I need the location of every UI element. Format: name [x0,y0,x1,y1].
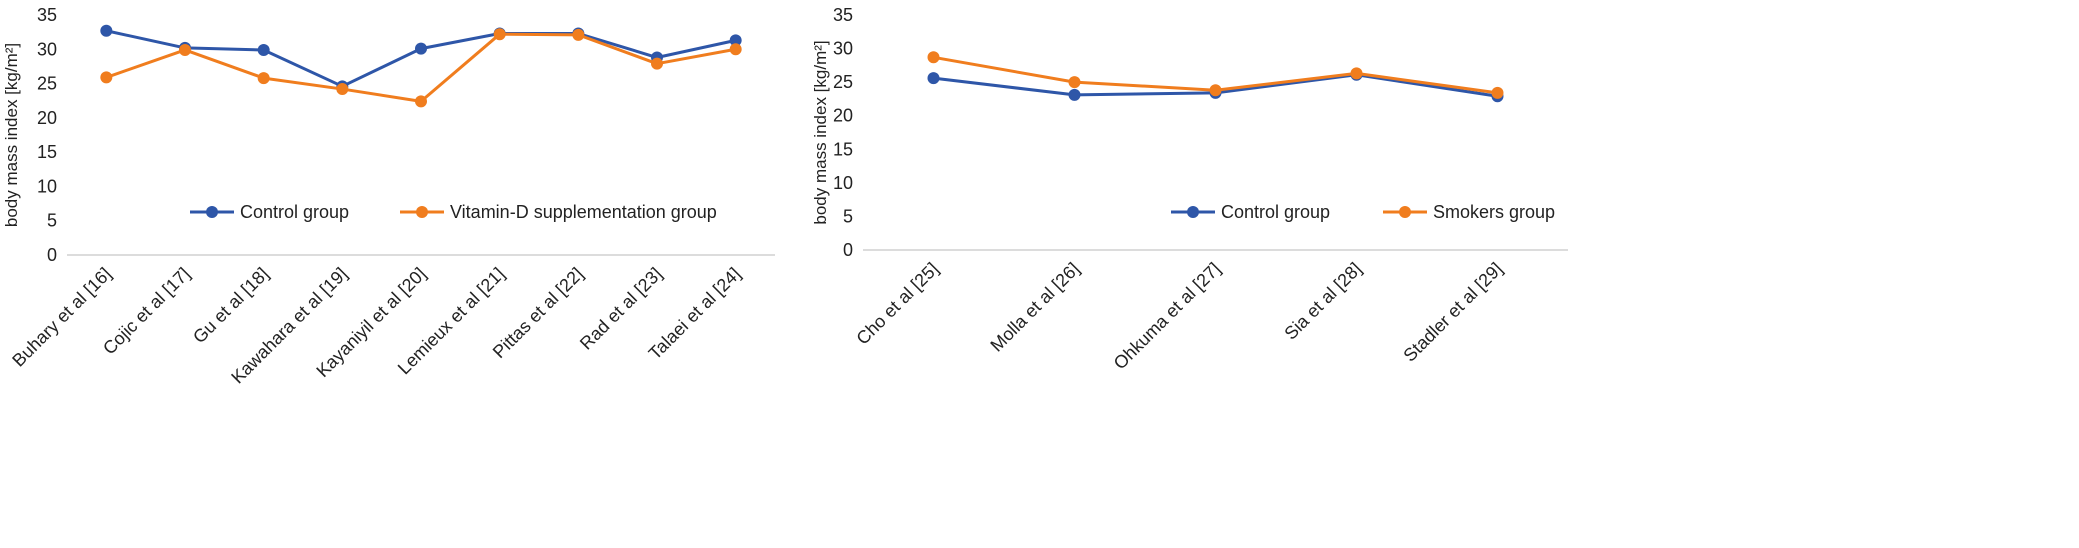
data-point [415,95,427,108]
data-point [1350,67,1363,80]
x-tick-label: Stadler et al [29] [1399,259,1506,366]
y-axis-title: body mass index [kg/m²] [2,43,21,227]
legend-entry: Control group [1171,202,1330,222]
bmi-smokers-chart-svg: body mass index [kg/m²] 0 5 10 15 20 25 30 35 Cho… [811,5,1568,374]
data-point [179,43,191,56]
y-tick-label: 30 [833,39,853,59]
data-point [100,71,113,84]
x-tick-label: Rad et al [23] [576,264,666,354]
data-point [336,83,349,96]
legend-marker [416,206,428,218]
legend-entry: Vitamin-D supplementation group [400,202,717,222]
y-tick-label: 30 [37,39,57,59]
data-point [1209,84,1222,97]
data-point [100,24,113,37]
bmi-vitamin-d-chart: body mass index [kg/m²] 0 5 10 15 20 25 30 35 Buh… [0,0,800,548]
data-point [651,57,663,70]
x-tick-label: Molla et al [26] [986,259,1083,356]
data-point [1068,88,1081,101]
bmi-vitamin-d-chart-svg: body mass index [kg/m²] 0 5 10 15 20 25 30 35 Buh… [2,5,775,388]
y-tick-label: 35 [833,5,853,25]
y-tick-label: 20 [833,106,853,126]
y-tick-label: 0 [47,245,57,265]
y-axis-title: body mass index [kg/m²] [811,40,830,224]
x-tick-label: Buhary et al [16] [8,264,115,371]
data-point [1068,76,1081,89]
x-tick-label: Cho et al [25] [852,259,942,349]
bmi-smokers-chart: body mass index [kg/m²] 0 5 10 15 20 25 30 35 Cho… [808,0,2079,548]
data-point [493,28,506,41]
data-point [927,72,940,85]
y-tick-label: 0 [843,240,853,260]
y-tick-label: 5 [47,211,57,231]
y-tick-label: 25 [37,74,57,94]
y-tick-label: 15 [37,142,57,162]
data-point [729,43,742,56]
y-tick-label: 20 [37,108,57,128]
legend-label: Control group [1221,202,1330,222]
x-tick-label: Ohkuma et al [27] [1110,259,1225,374]
x-tick-label: Gu et al [18] [189,264,272,347]
y-tick-label: 10 [37,176,57,196]
legend-entry: Smokers group [1383,202,1555,222]
data-point [257,72,270,85]
legend-label: Smokers group [1433,202,1555,222]
data-point [729,34,742,47]
legend-label: Vitamin-D supplementation group [450,202,717,222]
x-tick-label: Sia et al [28] [1280,259,1365,344]
data-point [257,43,270,56]
data-point [415,42,427,55]
legend-label: Control group [240,202,349,222]
y-tick-label: 10 [833,173,853,193]
legend-marker [206,206,218,218]
y-tick-label: 35 [37,5,57,25]
data-point [927,51,940,64]
y-tick-label: 25 [833,72,853,92]
legend-marker [1187,206,1199,218]
legend-marker [1399,206,1411,218]
y-tick-label: 15 [833,139,853,159]
y-tick-label: 5 [843,206,853,226]
data-point [572,28,585,41]
data-point [1491,86,1504,99]
legend-entry: Control group [190,202,349,222]
